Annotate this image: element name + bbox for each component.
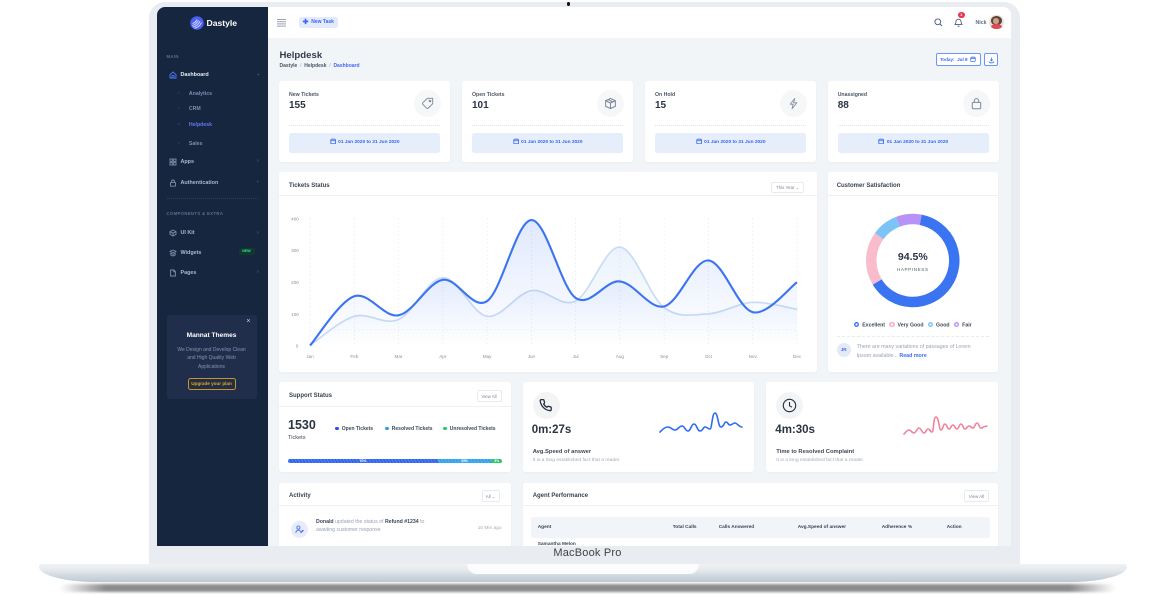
svg-text:HAPPINESS: HAPPINESS [897,267,929,272]
svg-text:Oct: Oct [705,354,713,359]
svg-text:Jun: Jun [528,354,536,359]
svg-text:300: 300 [291,248,299,253]
svg-text:Feb: Feb [350,354,358,359]
svg-text:Nov: Nov [749,354,758,359]
svg-text:Jan: Jan [306,354,314,359]
svg-text:May: May [483,354,492,359]
svg-text:400: 400 [291,217,299,222]
svg-text:0: 0 [296,344,299,349]
svg-text:Sep: Sep [660,354,669,359]
svg-text:100: 100 [291,312,299,317]
svg-text:Apr: Apr [439,354,447,359]
svg-text:94.5%: 94.5% [898,251,928,263]
svg-text:Dec: Dec [793,354,802,359]
svg-text:Aug: Aug [616,354,625,359]
svg-text:200: 200 [291,280,299,285]
svg-text:Jul: Jul [573,354,579,359]
svg-text:Mar: Mar [395,354,403,359]
